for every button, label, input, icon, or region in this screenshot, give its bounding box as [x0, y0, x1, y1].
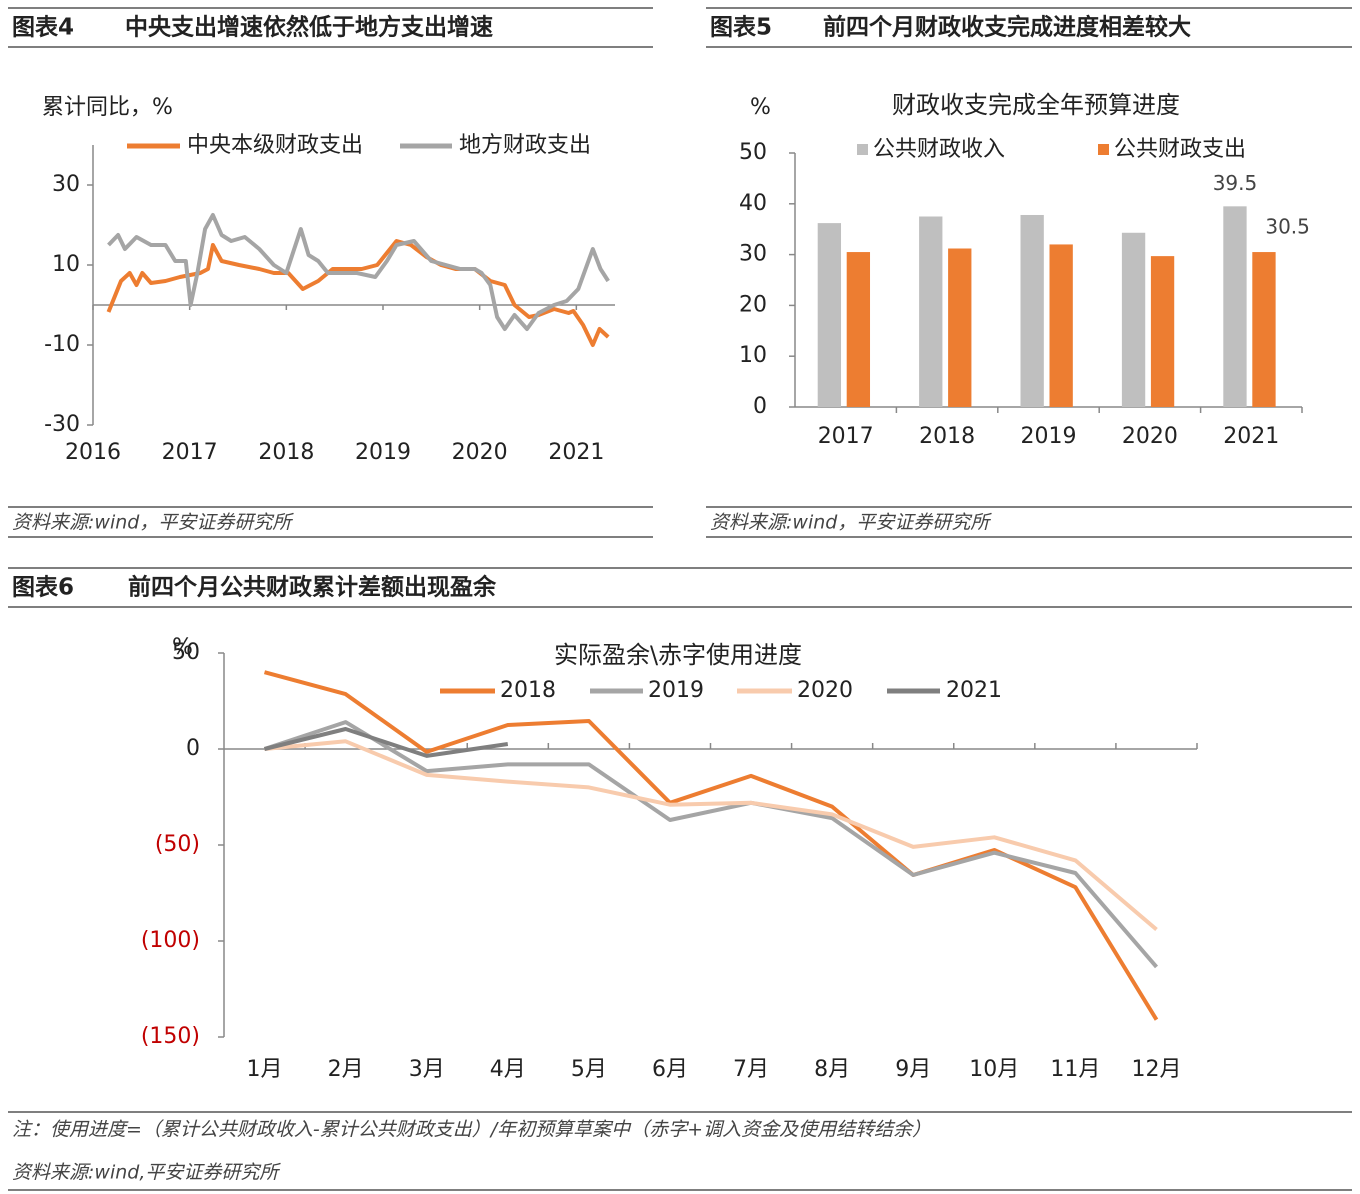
y-tick-label: 0 — [753, 394, 767, 419]
y-tick-label: 20 — [739, 292, 767, 317]
y-tick-label: 50 — [172, 640, 200, 665]
figure-label: 图表5 — [710, 15, 772, 41]
x-tick-label: 2019 — [355, 440, 411, 465]
figure-label: 图表4 — [12, 15, 74, 41]
x-tick-label: 2017 — [162, 440, 218, 465]
legend-label: 公共财政收入 — [873, 137, 1005, 162]
bar — [1121, 232, 1146, 407]
bar — [846, 252, 871, 407]
bar — [1150, 256, 1175, 407]
figure-title: 前四个月公共财政累计差额出现盈余 — [128, 574, 497, 601]
x-tick-label: 2021 — [548, 440, 604, 465]
x-tick-label: 3月 — [409, 1057, 445, 1082]
y-tick-label: 50 — [739, 140, 767, 165]
x-tick-label: 10月 — [969, 1057, 1019, 1082]
x-tick-label: 2018 — [258, 440, 314, 465]
series-line — [263, 720, 1159, 969]
x-tick-label: 2020 — [452, 440, 508, 465]
series-line — [106, 239, 610, 347]
series-line — [264, 727, 509, 758]
legend-label: 公共财政支出 — [1114, 137, 1246, 162]
series-line — [107, 213, 610, 331]
axis-label: 累计同比，% — [42, 95, 173, 120]
x-tick-label: 12月 — [1131, 1057, 1181, 1082]
x-tick-label: 1月 — [247, 1057, 283, 1082]
x-tick-label: 2017 — [818, 424, 874, 449]
x-tick-label: 2月 — [328, 1057, 364, 1082]
x-tick-label: 2019 — [1021, 424, 1077, 449]
axis-label: % — [172, 635, 193, 660]
x-tick-label: 6月 — [652, 1057, 688, 1082]
note: 注：使用进度=（累计公共财政收入-累计公共财政支出）/年初预算草案中（赤字+调入… — [12, 1119, 931, 1141]
y-tick-label: 10 — [52, 252, 80, 277]
legend-label: 中央本级财政支出 — [187, 133, 363, 158]
figure-label: 图表6 — [12, 575, 74, 601]
y-tick-label: 40 — [739, 191, 767, 216]
legend-swatch — [1098, 144, 1109, 155]
y-tick-label: (150) — [141, 1024, 200, 1049]
chart-title: 实际盈余\赤字使用进度 — [554, 641, 802, 669]
legend-label: 2018 — [500, 678, 556, 703]
bar — [1223, 206, 1247, 407]
y-tick-label: 0 — [186, 736, 200, 761]
data-label: 39.5 — [1213, 171, 1258, 195]
axis-label: % — [750, 95, 771, 120]
source: 资料来源:wind，平安证券研究所 — [12, 512, 294, 534]
legend-label: 2021 — [946, 678, 1002, 703]
legend-label: 地方财政支出 — [459, 133, 591, 158]
x-tick-label: 8月 — [814, 1057, 850, 1082]
legend-label: 2019 — [648, 678, 704, 703]
y-tick-label: 10 — [739, 343, 767, 368]
chart-title: 财政收支完成全年预算进度 — [892, 91, 1180, 119]
y-tick-label: (50) — [155, 832, 200, 857]
y-tick-label: (100) — [141, 928, 200, 953]
source: 资料来源:wind,平安证券研究所 — [12, 1162, 281, 1184]
x-tick-label: 9月 — [895, 1057, 931, 1082]
bar — [817, 223, 842, 407]
x-tick-label: 11月 — [1050, 1057, 1100, 1082]
figure-title: 前四个月财政收支完成进度相差较大 — [823, 14, 1191, 41]
data-label: 30.5 — [1265, 215, 1310, 239]
legend-swatch — [857, 144, 868, 155]
y-tick-label: -10 — [44, 332, 80, 357]
source: 资料来源:wind，平安证券研究所 — [710, 512, 992, 534]
y-tick-label: -30 — [44, 412, 80, 437]
x-tick-label: 2018 — [919, 424, 975, 449]
x-tick-label: 5月 — [571, 1057, 607, 1082]
bar — [1049, 244, 1073, 407]
legend-label: 2020 — [797, 678, 853, 703]
x-tick-label: 2021 — [1223, 424, 1279, 449]
bar — [1020, 214, 1044, 407]
series-line — [264, 739, 1158, 932]
figure-title: 中央支出增速依然低于地方支出增速 — [125, 14, 493, 41]
x-tick-label: 2020 — [1122, 424, 1178, 449]
bar — [948, 248, 972, 407]
x-tick-label: 4月 — [490, 1057, 526, 1082]
bar — [1252, 252, 1276, 407]
y-tick-label: 30 — [52, 172, 80, 197]
x-tick-label: 2016 — [65, 440, 121, 465]
y-tick-label: 30 — [739, 242, 767, 267]
x-tick-label: 7月 — [733, 1057, 769, 1082]
bar — [919, 216, 943, 407]
